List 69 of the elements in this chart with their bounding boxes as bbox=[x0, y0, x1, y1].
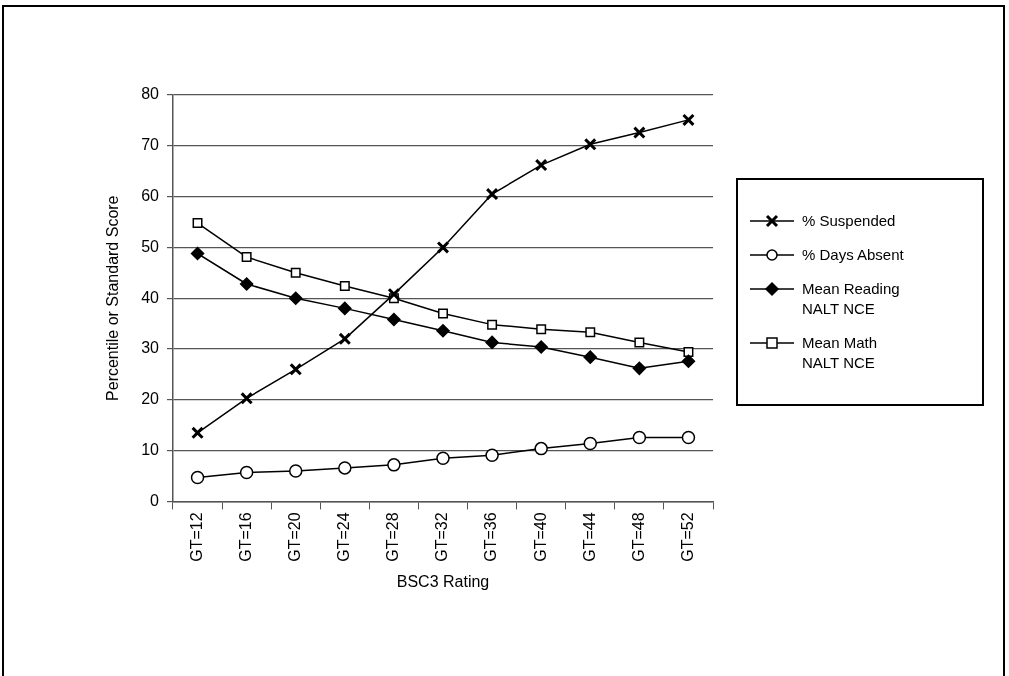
x-tick-label: GT=20 bbox=[286, 512, 304, 562]
point bbox=[681, 354, 696, 368]
x-tick-label: GT=36 bbox=[482, 512, 500, 562]
point bbox=[289, 362, 303, 376]
y-tick-label: 20 bbox=[141, 390, 160, 408]
x-tick-label: GT=24 bbox=[335, 512, 353, 562]
point bbox=[632, 126, 646, 140]
x-tick-label: GT=52 bbox=[678, 512, 696, 562]
point bbox=[583, 350, 598, 364]
point bbox=[290, 267, 301, 278]
point bbox=[485, 448, 499, 462]
y-tick-label: 50 bbox=[141, 237, 160, 255]
point bbox=[438, 308, 448, 319]
y-tick-label: 10 bbox=[141, 441, 160, 459]
legend-label: Mean Reading NALT NCE bbox=[802, 279, 901, 319]
x-tick-label: GT=12 bbox=[187, 512, 205, 562]
point bbox=[583, 436, 598, 451]
y-tick-label: 0 bbox=[150, 491, 160, 509]
point bbox=[387, 312, 401, 327]
point bbox=[387, 287, 401, 301]
y-tick-label: 30 bbox=[141, 339, 160, 357]
point bbox=[192, 218, 203, 229]
point bbox=[436, 323, 450, 338]
point bbox=[288, 464, 303, 478]
legend-label: % Suspended bbox=[802, 211, 897, 231]
point bbox=[241, 252, 252, 263]
point bbox=[487, 319, 498, 330]
point bbox=[436, 451, 450, 466]
point bbox=[634, 337, 645, 348]
point bbox=[534, 340, 548, 354]
point bbox=[339, 281, 350, 292]
point bbox=[190, 246, 205, 261]
x-tick-label: GT=16 bbox=[237, 512, 255, 562]
point bbox=[436, 240, 450, 254]
point bbox=[536, 324, 547, 335]
x-tick-label: GT=32 bbox=[433, 512, 451, 562]
y-tick-label: 80 bbox=[141, 85, 160, 103]
point bbox=[534, 158, 548, 172]
y-axis-title: Percentile or Standard Score bbox=[104, 195, 122, 401]
point bbox=[682, 113, 695, 127]
point bbox=[288, 291, 303, 305]
point bbox=[683, 347, 694, 358]
y-tick-label: 60 bbox=[141, 187, 160, 205]
x-tick-label: GT=48 bbox=[629, 512, 647, 562]
legend-label: % Days Absent bbox=[802, 245, 905, 265]
point bbox=[583, 137, 597, 151]
point bbox=[485, 187, 499, 201]
point bbox=[338, 332, 352, 346]
x-tick-label: GT=44 bbox=[580, 512, 598, 562]
x-tick-label: GT=28 bbox=[384, 512, 402, 562]
point bbox=[190, 470, 205, 485]
point bbox=[338, 301, 352, 316]
y-tick-label: 70 bbox=[141, 136, 160, 154]
point bbox=[632, 361, 647, 376]
point bbox=[338, 461, 352, 475]
x-axis-title: BSC3 Rating bbox=[396, 572, 490, 590]
legend-label: Mean Math NALT NCE bbox=[802, 333, 879, 373]
point bbox=[387, 458, 401, 472]
point bbox=[681, 430, 696, 445]
point bbox=[534, 441, 548, 456]
x-tick-label: GT=40 bbox=[531, 512, 549, 562]
point bbox=[239, 465, 254, 480]
point bbox=[191, 426, 204, 440]
y-tick-label: 40 bbox=[141, 288, 160, 306]
point bbox=[239, 277, 254, 291]
point bbox=[240, 391, 254, 405]
point bbox=[585, 327, 596, 338]
point bbox=[485, 335, 499, 350]
point bbox=[632, 430, 647, 445]
